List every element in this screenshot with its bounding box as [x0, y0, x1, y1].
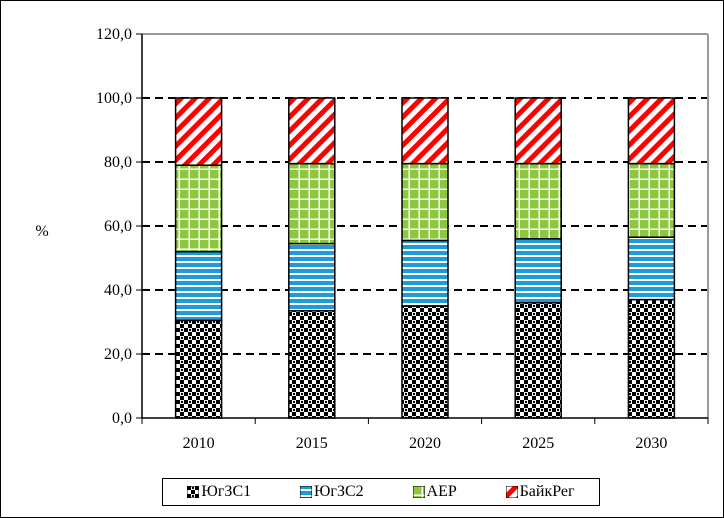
- bar-segment: [174, 164, 223, 253]
- legend-swatch-yugzs1: [187, 486, 200, 498]
- bar-segment: [514, 97, 562, 165]
- legend-label-baikreg: БайкРег: [519, 483, 575, 500]
- x-tick-label: 2030: [635, 435, 667, 452]
- bar-segment: [514, 162, 562, 240]
- bar-segment: [401, 239, 449, 307]
- legend-swatch-aer: [412, 486, 425, 498]
- bar-segment: [401, 305, 449, 419]
- bar-segment: [514, 238, 562, 304]
- y-tick-label: 100,0: [96, 90, 132, 107]
- y-axis-label: %: [35, 223, 48, 240]
- legend-swatch-yugzs2: [299, 486, 312, 498]
- legend-label-yugzs1: ЮгЗС1: [201, 483, 252, 500]
- bar-segment: [627, 162, 676, 238]
- legend-item-yugzs1: ЮгЗС1: [187, 483, 251, 501]
- bar-segment: [401, 162, 449, 242]
- y-tick-label: 20,0: [104, 346, 132, 363]
- y-tick-label: 60,0: [104, 218, 132, 235]
- x-tick-label: 2010: [183, 435, 215, 452]
- bar-segment: [401, 97, 449, 165]
- legend-swatch-baikreg: [505, 486, 518, 498]
- bar-segment: [174, 250, 223, 322]
- bar-segment: [288, 242, 336, 312]
- x-tick-label: 2015: [296, 435, 328, 452]
- bar-segment: [627, 97, 676, 165]
- y-tick-label: 0,0: [112, 410, 132, 427]
- y-tick-label: 80,0: [104, 154, 132, 171]
- bar-segment: [288, 310, 336, 419]
- y-tick-label: 40,0: [104, 282, 132, 299]
- legend: ЮгЗС1 ЮгЗС2 АЕР БайкРег: [162, 478, 600, 506]
- y-tick-label: 120,0: [96, 26, 132, 43]
- bar-segment: [627, 236, 676, 301]
- bar-segment: [288, 162, 336, 245]
- legend-item-aer: АЕР: [412, 483, 457, 501]
- bar-segment: [627, 298, 676, 419]
- bar-segment: [174, 319, 223, 419]
- x-tick-label: 2020: [409, 435, 441, 452]
- legend-item-yugzs2: ЮгЗС2: [299, 483, 364, 501]
- x-tick-label: 2025: [522, 435, 554, 452]
- legend-item-baikreg: БайкРег: [505, 483, 575, 501]
- bar-segment: [174, 97, 223, 166]
- bar-segment: [288, 97, 336, 165]
- legend-label-yugzs2: ЮгЗС2: [313, 483, 364, 500]
- legend-label-aer: АЕР: [426, 483, 457, 500]
- bar-segment: [514, 302, 562, 419]
